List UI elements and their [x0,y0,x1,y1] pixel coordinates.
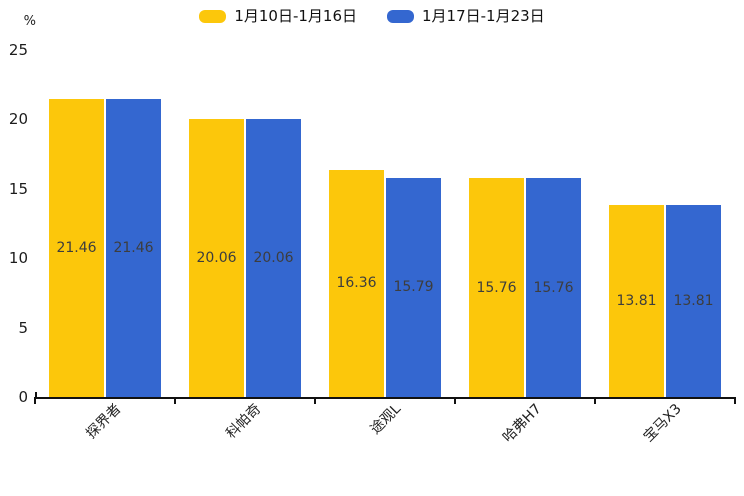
x-axis-tick [454,397,456,404]
bar-week1 [469,178,524,397]
bar-week2 [526,178,581,397]
y-axis-tick-label: 20 [8,110,28,129]
y-axis-tick-label: 25 [8,41,28,59]
legend-label-week1: 1月10日-1月16日 [234,7,357,25]
bar-week2 [246,118,301,397]
legend-swatch-week2 [387,9,414,23]
bar-value-label: 15.79 [393,279,434,296]
bar-week1 [189,118,244,397]
x-axis-category-label: 哈弗H7 [499,401,545,446]
x-axis-category-label: 探界者 [83,401,125,443]
legend-swatch-week1 [199,9,227,23]
x-axis-tick [734,397,736,404]
x-axis-category-label: 宝马X3 [640,401,685,446]
x-axis-end-stub [35,392,37,397]
chart-legend: 1月10日-1月16日 1月17日-1月23日 [0,7,744,25]
x-axis-category-label: 途观L [367,401,405,438]
x-axis-line [35,397,736,399]
bar-week2 [666,205,721,397]
bar-value-label: 15.76 [533,279,574,296]
legend-item-week2[interactable]: 1月17日-1月23日 [387,7,545,25]
bar-week1 [609,205,664,397]
legend-label-week2: 1月17日-1月23日 [422,7,545,25]
x-axis-tick [594,397,596,404]
bar-value-label: 16.36 [336,275,377,292]
x-axis-tick [174,397,176,404]
y-axis-tick-label: 10 [8,249,28,268]
bar-value-label: 20.06 [196,249,237,266]
y-axis-unit-label: % [23,14,36,29]
bar-week1 [329,169,384,397]
bar-value-label: 20.06 [253,249,294,266]
legend-item-week1[interactable]: 1月10日-1月16日 [199,7,357,25]
y-axis-tick-label: 0 [18,388,28,406]
bar-value-label: 15.76 [476,279,517,296]
x-axis-tick [314,397,316,404]
bar-value-label: 21.46 [113,240,154,257]
y-axis-tick-label: 15 [8,179,28,198]
x-axis-tick [34,397,36,404]
bar-value-label: 13.81 [673,293,714,310]
x-axis-category-label: 科帕奇 [223,401,265,443]
bar-week2 [386,177,441,397]
bar-week2 [106,99,161,397]
bar-value-label: 13.81 [616,293,657,310]
bar-value-label: 21.46 [56,240,97,257]
bar-week1 [49,99,104,397]
y-axis-tick-label: 5 [18,318,28,337]
